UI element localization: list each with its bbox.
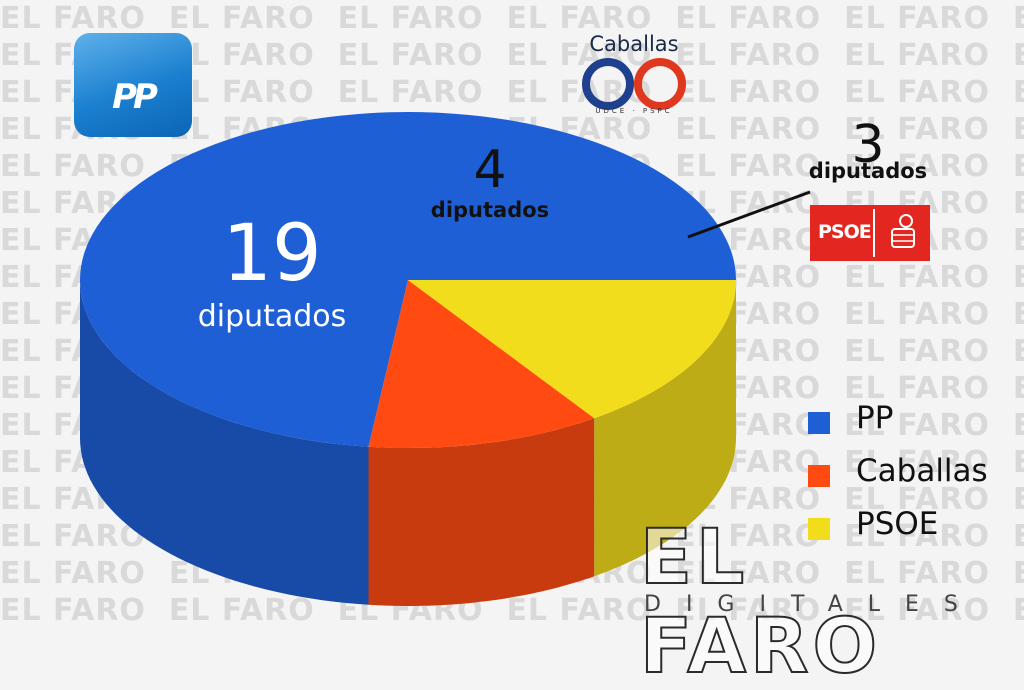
psoe-logo-divider [873,209,875,257]
caballas-logo-name: Caballas [589,32,679,56]
pie-top-face [79,112,736,449]
caballas-party-logo: Caballas UDCE · PSPC [578,32,690,120]
legend-label: PSOE [856,506,939,542]
pp-party-logo: PP [74,33,192,137]
legend-swatch-caballas [808,465,830,487]
caballas-logo-subtitle: UDCE · PSPC [595,107,673,115]
legend-label: PP [856,400,894,436]
legend-swatch-pp [808,412,830,434]
slice-unit-pp: diputados [198,299,347,334]
pie-slice-pp [79,112,736,447]
infinity-icon [582,58,687,110]
pie-side-pp [80,280,369,605]
pie-side-psoe [368,418,595,606]
slice-value-psoe: 3 [851,115,884,175]
pie-slice-caballas [408,280,736,419]
legend-label: Caballas [856,453,988,489]
fist-and-rose-icon [891,214,915,248]
slice-value-pp: 19 [222,209,321,299]
pie-side-caballas [594,280,736,577]
psoe-party-logo: PSOE [810,205,930,261]
psoe-logo-text: PSOE [818,221,872,243]
slice-value-caballas: 4 [473,140,506,200]
pie-side-wall [80,280,736,606]
slice-unit-caballas: diputados [431,198,549,222]
leader-line-psoe [687,190,811,239]
slice-unit-psoe: diputados [809,159,927,183]
pp-logo-mark: PP [112,77,158,117]
legend-swatch-psoe [808,518,830,540]
pie-slice-psoe [368,280,595,449]
